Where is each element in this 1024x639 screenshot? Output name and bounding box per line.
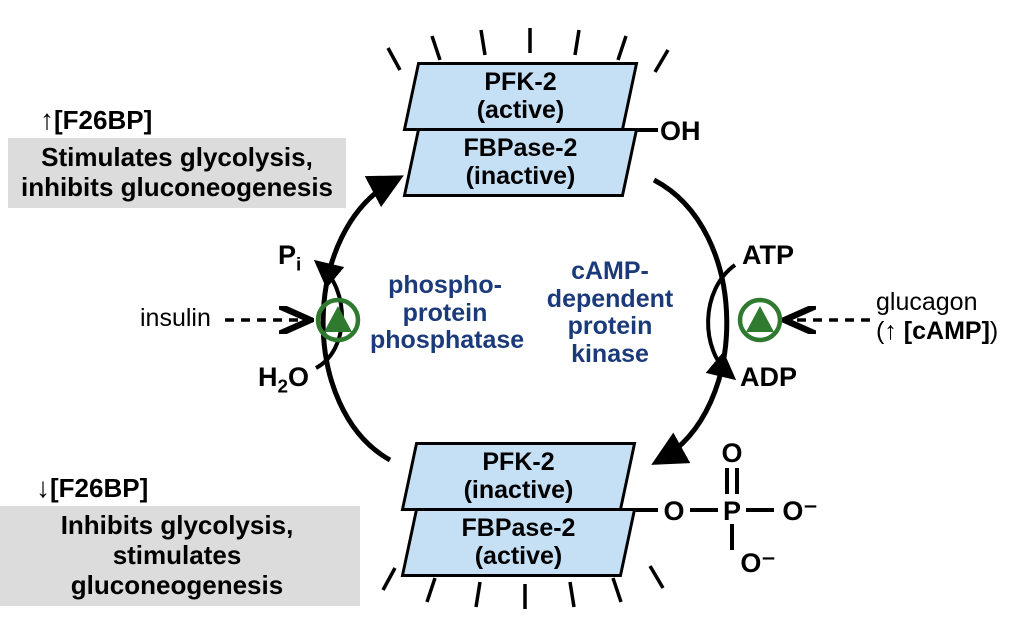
- atp-label: ATP: [742, 240, 794, 271]
- svg-text:O⁻: O⁻: [740, 548, 775, 578]
- svg-text:P: P: [723, 496, 741, 526]
- adp-label: ADP: [740, 362, 797, 393]
- kinase-label: cAMP- dependent protein kinase: [540, 258, 680, 368]
- top-pfk2-state: (active): [477, 96, 565, 124]
- top-pfk2-name: PFK-2: [484, 68, 556, 96]
- svg-text:O: O: [721, 438, 742, 468]
- right-activator-icon: [740, 300, 780, 340]
- top-fbpase2-name: FBPase-2: [464, 134, 578, 162]
- bottom-pfk2-state: (inactive): [464, 476, 574, 504]
- glucagon-label: glucagon (↑ [cAMP]): [876, 288, 998, 346]
- h2o-label: H2O: [258, 362, 309, 398]
- bottom-fbpase2-state: (active): [475, 542, 563, 570]
- up-effect-box: Stimulates glycolysis, inhibits gluconeo…: [8, 138, 346, 208]
- top-enzyme-box: PFK-2 (active) FBPase-2 (inactive): [410, 62, 631, 197]
- insulin-label: insulin: [140, 304, 211, 333]
- bottom-fbpase2-name: FBPase-2: [462, 514, 576, 542]
- bottom-enzyme-box: PFK-2 (inactive) FBPase-2 (active): [408, 442, 629, 577]
- oh-label: OH: [660, 116, 701, 147]
- phosphatase-label: phospho- protein phosphatase: [370, 272, 520, 355]
- svg-text:O: O: [663, 496, 684, 526]
- top-fbpase2-state: (inactive): [466, 162, 576, 190]
- pi-label: Pi: [278, 240, 301, 276]
- f26bp-down-label: ↓[F26BP]: [36, 472, 148, 504]
- phosphate-group: O P O O⁻ O⁻: [628, 438, 818, 578]
- down-effect-box: Inhibits glycolysis, stimulates gluconeo…: [0, 506, 360, 606]
- svg-text:O⁻: O⁻: [782, 496, 817, 526]
- bottom-pfk2-name: PFK-2: [482, 448, 554, 476]
- diagram-canvas: O P O O⁻ O⁻ PFK-2 (active) FBPa: [0, 0, 1024, 639]
- f26bp-up-label: ↑[F26BP]: [40, 104, 152, 136]
